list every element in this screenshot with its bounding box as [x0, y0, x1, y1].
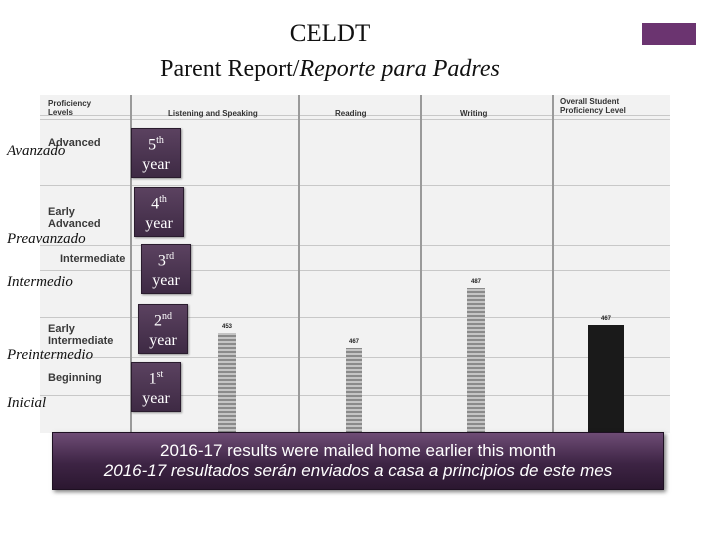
bar-value-label: 453: [221, 324, 232, 330]
spanish-level-inicial: Inicial: [7, 395, 47, 411]
year-badge-4th: 4th year: [134, 187, 184, 237]
header-overall: Overall Student Proficiency Level: [560, 97, 626, 115]
header-listening-speaking: Listening and Speaking: [168, 109, 258, 118]
spanish-level-preavanzado: Preavanzado: [7, 231, 86, 247]
header-writing: Writing: [460, 109, 488, 118]
year-badge-3rd: 3rd year: [141, 244, 191, 294]
year-badge-5th: 5th year: [131, 128, 181, 178]
bar-reading: [346, 348, 362, 433]
column-divider: [130, 95, 132, 433]
header-reading: Reading: [335, 109, 367, 118]
bar-value-label: 467: [600, 316, 611, 322]
spanish-level-preintermedio: Preintermedio: [7, 347, 94, 363]
column-divider: [298, 95, 300, 433]
slide-subtitle: Parent Report/Reporte para Padres: [160, 56, 500, 82]
level-beginning: Beginning: [48, 372, 102, 384]
banner-english-text: 2016-17 results were mailed home earlier…: [160, 441, 556, 460]
level-intermediate: Intermediate: [60, 253, 126, 265]
bar-value-label: 487: [470, 279, 481, 285]
column-divider: [420, 95, 422, 433]
bar-overall: [588, 325, 624, 433]
corner-accent-block: [642, 23, 696, 45]
bar-listening-speaking: [218, 333, 236, 433]
column-divider: [552, 95, 554, 433]
level-early-advanced: Early Advanced: [48, 206, 101, 230]
bar-writing: [467, 288, 485, 433]
banner-spanish-text: 2016-17 resultados serán enviados a casa…: [103, 461, 613, 480]
bar-value-label: 467: [348, 339, 359, 345]
slide-title: CELDT: [289, 20, 371, 47]
spanish-level-avanzado: Avanzado: [7, 143, 66, 159]
year-badge-1st: 1st year: [131, 362, 181, 412]
header-proficiency-levels: Proficiency Levels: [48, 99, 92, 117]
results-mailed-banner: 2016-17 results were mailed home earlier…: [52, 432, 664, 490]
level-advanced: Advanced: [48, 137, 101, 149]
year-badge-2nd: 2nd year: [138, 304, 188, 354]
spanish-level-intermedio: Intermedio: [7, 274, 73, 290]
level-early-intermediate: Early Intermediate: [48, 323, 114, 347]
